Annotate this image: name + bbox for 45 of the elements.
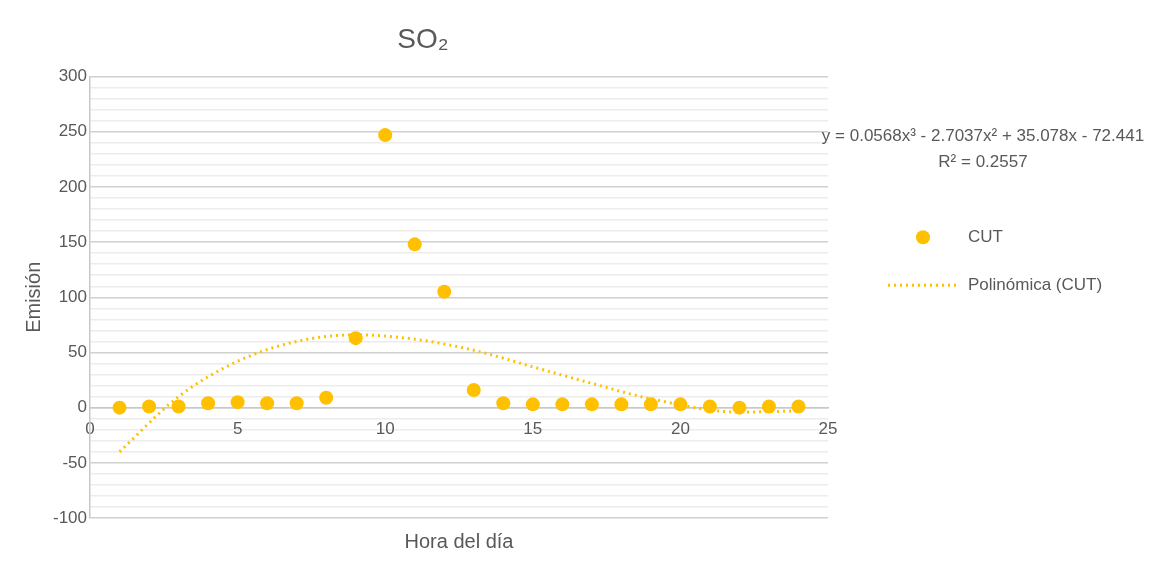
point [496,396,511,411]
annotation: y = 0.0568x³ - 2.7037x² + 35.078x - 72.441 [821,126,1145,146]
point [112,400,127,415]
point [673,397,688,412]
y-tick-label: -50 [62,452,88,472]
point [555,397,570,412]
point [319,390,334,405]
point [407,237,422,252]
point [702,399,717,414]
point [643,397,658,412]
x-tick-label: 25 [818,418,838,438]
text: R² = 0.2557 [938,152,1028,172]
x-tick-label: 15 [523,418,543,438]
point [791,399,806,414]
point [348,331,363,346]
point [230,395,245,410]
point [732,400,747,415]
y-tick-label: 300 [58,66,88,86]
point [584,397,599,412]
point [260,396,275,411]
chart-title: SO₂ [397,22,449,54]
point [761,399,776,414]
point [525,397,540,412]
x-tick-label: 20 [670,418,690,438]
y-tick-label: 0 [77,397,88,417]
x-tick-label: 5 [232,418,243,438]
y-tick-label: -100 [52,507,88,527]
point [201,396,216,411]
point [378,128,393,143]
y-tick-label: 150 [58,231,88,251]
point [466,382,481,397]
y-tick-label: 250 [58,121,88,141]
y-tick-label: 50 [68,342,88,362]
legend-label: Polinómica (CUT) [968,274,1103,294]
point [142,399,157,414]
y-tick-label: 100 [58,286,88,306]
point [171,399,186,414]
x-tick-label: 10 [375,418,395,438]
y-tick-label: 200 [58,176,88,196]
y-axis-title: Emisión [21,261,44,333]
point [614,397,629,412]
point [437,284,452,299]
x-axis-title: Hora del día [404,529,515,552]
point [289,396,304,411]
legend-label: CUT [968,226,1003,246]
